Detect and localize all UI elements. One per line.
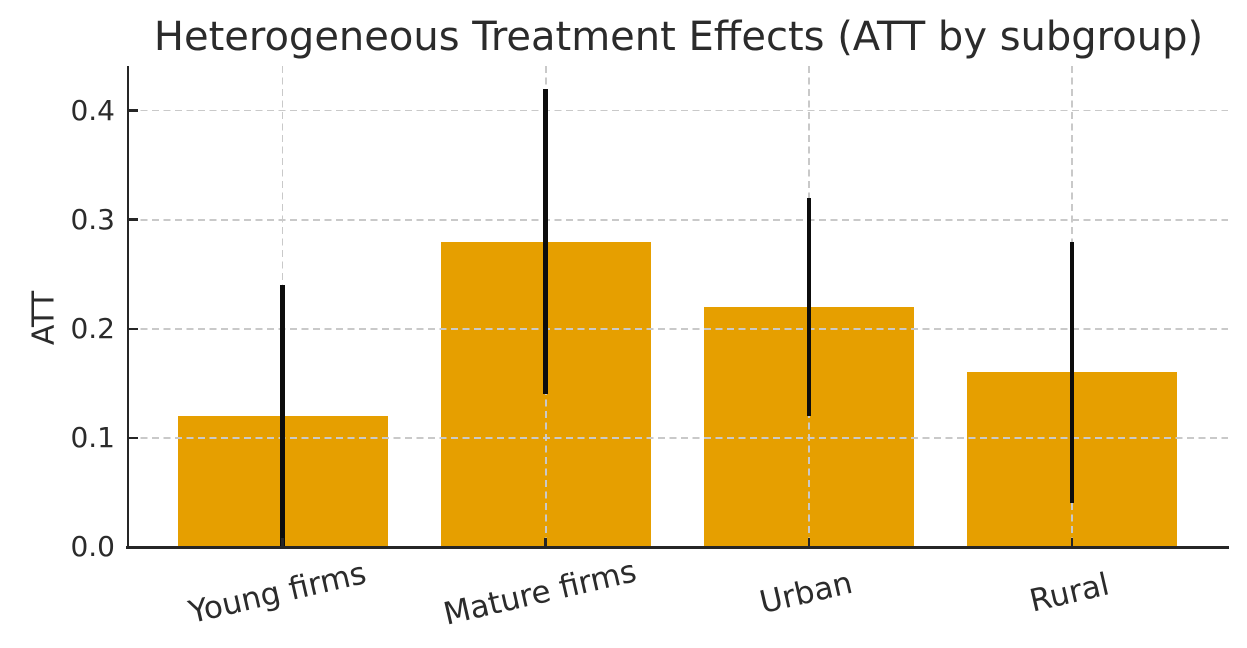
x-axis-spine (126, 545, 1229, 549)
x-tick-label-mature-firms: Mature firms (439, 553, 640, 633)
y-tick-mark-0.1 (129, 436, 138, 440)
x-tick-label-urban: Urban (756, 564, 856, 622)
x-tick-label-rural: Rural (1026, 566, 1113, 620)
y-tick-label-0.2: 0.2 (70, 311, 115, 345)
y-tick-mark-0.3 (129, 218, 138, 221)
error-bar-urban (806, 197, 812, 417)
y-axis-spine (126, 66, 130, 548)
x-tick-mark-mature-firms (544, 537, 547, 547)
y-tick-label-0.3: 0.3 (70, 202, 115, 236)
y-tick-mark-0.4 (129, 109, 138, 112)
y-tick-label-0.0: 0.0 (70, 530, 115, 563)
h-gridline-0.3 (129, 218, 1228, 221)
y-tick-mark-0.2 (129, 327, 138, 331)
h-gridline-0.4 (129, 109, 1228, 112)
chart-title: Heterogeneous Treatment Effects (ATT by … (153, 14, 1204, 60)
error-bar-rural (1069, 241, 1075, 504)
h-gridline-0.2 (129, 327, 1228, 330)
x-tick-label-young-firms: Young firms (184, 555, 370, 631)
x-tick-mark-rural (1070, 537, 1074, 547)
plot-area (126, 66, 1229, 549)
error-bar-young-firms (280, 285, 285, 547)
h-gridline-0.1 (129, 437, 1228, 439)
error-bar-mature-firms (543, 88, 548, 395)
y-tick-label-0.1: 0.1 (70, 420, 115, 454)
x-tick-mark-urban (807, 537, 811, 547)
x-tick-mark-young-firms (281, 537, 284, 547)
y-tick-label-0.4: 0.4 (70, 93, 115, 127)
